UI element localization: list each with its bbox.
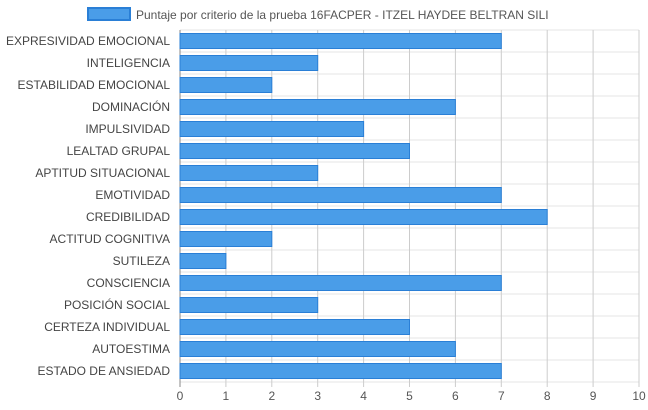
bar[interactable] — [179, 275, 502, 291]
category-label: ACTITUD COGNITIVA — [50, 232, 170, 246]
bar[interactable] — [179, 187, 502, 203]
category-label: APTITUD SITUACIONAL — [35, 166, 170, 180]
x-tick-label: 4 — [360, 389, 367, 403]
category-label: AUTOESTIMA — [92, 342, 170, 356]
bar[interactable] — [179, 319, 410, 335]
x-tick-label: 3 — [314, 389, 321, 403]
category-label: DOMINACIÓN — [92, 99, 170, 114]
category-label: EMOTIVIDAD — [95, 188, 170, 202]
category-label: CREDIBILIDAD — [86, 210, 170, 224]
category-label: POSICIÓN SOCIAL — [64, 297, 170, 312]
bar[interactable] — [179, 143, 410, 159]
category-label: IMPULSIVIDAD — [85, 122, 170, 136]
category-label: ESTABILIDAD EMOCIONAL — [18, 78, 171, 92]
bar[interactable] — [179, 55, 319, 71]
category-label: INTELIGENCIA — [87, 56, 170, 70]
category-label: CONSCIENCIA — [87, 276, 170, 290]
legend[interactable]: Puntaje por criterio de la prueba 16FACP… — [87, 7, 549, 22]
category-label: LEALTAD GRUPAL — [67, 144, 171, 158]
bar[interactable] — [179, 341, 456, 357]
bar[interactable] — [179, 363, 502, 379]
x-tick-label: 10 — [632, 389, 646, 403]
legend-swatch — [87, 7, 131, 21]
x-tick-label: 2 — [268, 389, 275, 403]
bar[interactable] — [179, 209, 548, 225]
bar[interactable] — [179, 253, 227, 269]
x-tick-label: 5 — [406, 389, 413, 403]
category-label: CERTEZA INDIVIDUAL — [44, 320, 170, 334]
x-tick-label: 1 — [223, 389, 230, 403]
bar[interactable] — [179, 121, 365, 137]
bar[interactable] — [179, 99, 456, 115]
bar[interactable] — [179, 297, 319, 313]
category-labels: EXPRESIVIDAD EMOCIONAL INTELIGENCIA ESTABI… — [6, 34, 170, 378]
x-axis-tick-labels: 0 1 2 3 4 5 6 7 8 9 10 — [177, 389, 646, 403]
x-tick-label: 8 — [544, 389, 551, 403]
x-tick-label: 9 — [590, 389, 597, 403]
bars — [179, 33, 548, 379]
category-label: ESTADO DE ANSIEDAD — [38, 364, 171, 378]
bar[interactable] — [179, 77, 273, 93]
bar[interactable] — [179, 231, 273, 247]
bar[interactable] — [179, 165, 319, 181]
x-tick-label: 0 — [177, 389, 184, 403]
x-tick-label: 7 — [498, 389, 505, 403]
x-tick-label: 6 — [452, 389, 459, 403]
category-label: EXPRESIVIDAD EMOCIONAL — [6, 34, 170, 48]
legend-label: Puntaje por criterio de la prueba 16FACP… — [136, 8, 549, 22]
bar[interactable] — [179, 33, 502, 49]
category-label: SUTILEZA — [113, 254, 170, 268]
